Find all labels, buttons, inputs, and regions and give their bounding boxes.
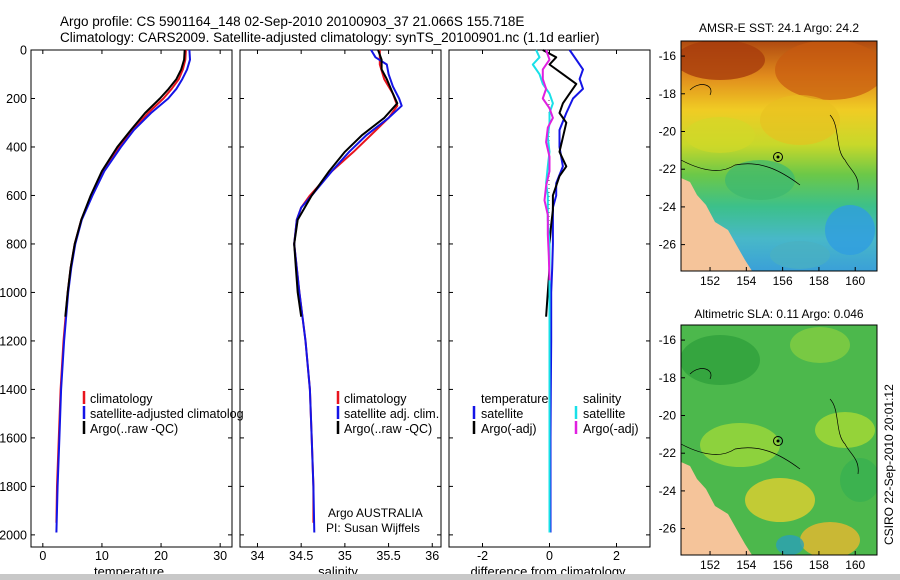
sla-map: [681, 325, 877, 555]
legend-salinity-title: salinity: [583, 392, 622, 406]
depth-tick-label: 1000: [0, 286, 27, 300]
map-x-tick-label: 152: [700, 558, 720, 572]
series-line: [55, 49, 191, 533]
map-y-tick-label: -24: [659, 200, 677, 214]
map-x-tick-label: 156: [773, 558, 793, 572]
map-y-tick-label: -16: [659, 49, 677, 63]
x-tick-label: 10: [95, 549, 109, 563]
map-x-tick-label: 154: [736, 274, 756, 288]
map-y-tick-label: -18: [659, 87, 677, 101]
figure-title: Argo profile: CS 5901164_148 02-Sep-2010…: [60, 14, 524, 29]
x-tick-label: 36: [425, 549, 439, 563]
depth-tick-label: 1600: [0, 431, 27, 445]
legend-temperature-satellite: satellite: [481, 407, 523, 421]
series-line: [293, 49, 403, 533]
depth-tick-label: 0: [20, 44, 27, 58]
map-y-tick-label: -16: [659, 333, 677, 347]
legend-argo: Argo(..raw -QC): [344, 422, 432, 436]
x-tick-label: -2: [477, 549, 488, 563]
map-x-tick-label: 156: [773, 274, 793, 288]
x-tick-label: 35: [338, 549, 352, 563]
map-y-tick-label: -18: [659, 371, 677, 385]
series-line: [293, 49, 399, 317]
figure-subtitle: Climatology: CARS2009. Satellite-adjuste…: [60, 30, 600, 45]
depth-tick-label: 400: [6, 140, 27, 154]
x-tick-label: 20: [154, 549, 168, 563]
difference-legend: temperature satellite Argo(-adj) salinit…: [472, 392, 639, 436]
series-line: [541, 49, 554, 281]
salinity-legend: climatology satellite adj. clim. Argo(..…: [336, 391, 439, 436]
coastline-land: [681, 178, 752, 271]
legend-climatology: climatology: [90, 392, 153, 406]
series-line: [64, 49, 186, 317]
series-line: [531, 49, 554, 533]
map-x-tick-label: 160: [845, 558, 865, 572]
sla-map-axes: 152 154 156 158 160 -16 -18 -20 -22 -24 -26: [659, 333, 866, 572]
depth-tick-label: 2000: [0, 528, 27, 542]
depth-axis: 0 200 400 600 800 1000 1200 1400 1600 1800 2000: [0, 44, 650, 542]
map-y-tick-label: -20: [659, 124, 677, 138]
map-y-tick-label: -24: [659, 484, 677, 498]
difference-plot: -2 0 2: [477, 49, 620, 563]
temperature-plot: 0 10 20 30: [39, 49, 227, 563]
map-y-tick-label: -26: [659, 522, 677, 536]
x-tick-label: 30: [213, 549, 227, 563]
legend-argo: Argo(..raw -QC): [90, 422, 178, 436]
sst-map-title: AMSR-E SST: 24.1 Argo: 24.2: [699, 21, 859, 35]
sst-map: [681, 41, 877, 271]
x-tick-label: 34: [251, 549, 265, 563]
legend-climatology: climatology: [344, 392, 407, 406]
bottom-scrollbar: [0, 574, 900, 580]
legend-satellite-adj: satellite adj. clim.: [344, 407, 439, 421]
coastline-land: [681, 462, 752, 555]
legend-temperature-argo: Argo(-adj): [481, 422, 537, 436]
x-tick-label: 35.5: [376, 549, 400, 563]
x-tick-label: 0: [546, 549, 553, 563]
pi-note: PI: Susan Wijffels: [326, 521, 420, 535]
depth-tick-label: 600: [6, 189, 27, 203]
map-x-tick-label: 158: [809, 274, 829, 288]
map-x-tick-label: 154: [736, 558, 756, 572]
depth-tick-label: 800: [6, 237, 27, 251]
map-y-tick-label: -20: [659, 408, 677, 422]
temperature-legend: climatology satellite-adjusted climatolo…: [82, 391, 244, 436]
sst-map-frame: [680, 40, 878, 272]
x-tick-label: 34.5: [289, 549, 313, 563]
map-y-tick-label: -22: [659, 446, 677, 460]
map-y-tick-label: -26: [659, 238, 677, 252]
sla-map-frame: [680, 324, 878, 556]
salinity-plot: 34 34.5 35 35.5 36: [251, 49, 439, 563]
map-x-tick-label: 160: [845, 274, 865, 288]
temperature-axes: [30, 49, 233, 548]
salinity-axes: [239, 49, 442, 548]
map-x-tick-label: 152: [700, 274, 720, 288]
map-y-tick-label: -22: [659, 162, 677, 176]
depth-tick-label: 1200: [0, 334, 27, 348]
argo-country-note: Argo AUSTRALIA: [328, 506, 423, 520]
depth-tick-label: 200: [6, 92, 27, 106]
sst-map-axes: 152 154 156 158 160 -16 -18 -20 -22 -24 -26: [659, 49, 866, 288]
x-tick-label: 2: [613, 549, 620, 563]
legend-salinity-satellite: satellite: [583, 407, 625, 421]
legend-temperature-title: temperature: [481, 392, 548, 406]
sla-map-title: Altimetric SLA: 0.11 Argo: 0.046: [694, 307, 864, 321]
map-x-tick-label: 158: [809, 558, 829, 572]
series-line: [549, 49, 584, 533]
legend-salinity-argo: Argo(-adj): [583, 422, 639, 436]
legend-satellite-adjusted: satellite-adjusted climatolog: [90, 407, 244, 421]
depth-tick-label: 1800: [0, 480, 27, 494]
x-tick-label: 0: [39, 549, 46, 563]
series-line: [542, 49, 578, 317]
csiro-timestamp: CSIRO 22-Sep-2010 20:01:12: [882, 384, 896, 545]
depth-tick-label: 1400: [0, 383, 27, 397]
